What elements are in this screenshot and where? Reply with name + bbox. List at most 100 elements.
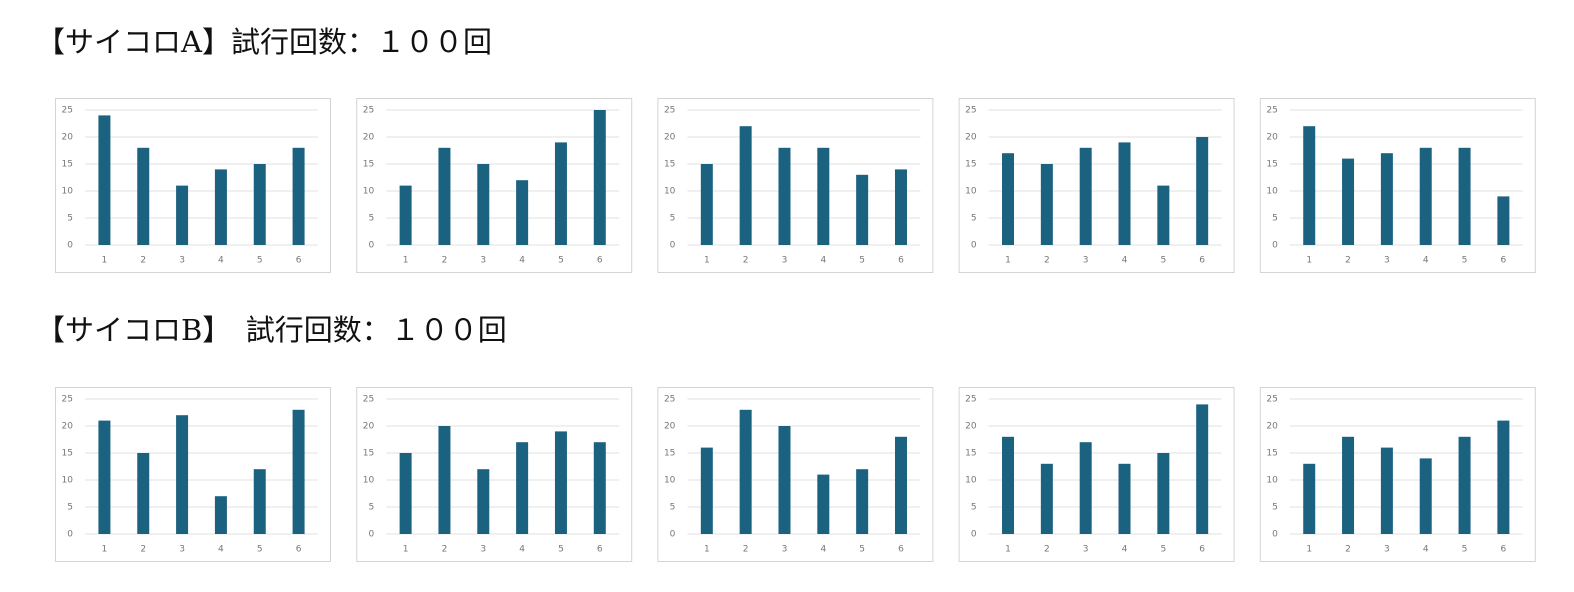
x-tick-label: 4	[1423, 545, 1429, 555]
y-tick-label: 25	[363, 395, 374, 405]
x-tick-label: 3	[1384, 545, 1390, 555]
bar	[700, 164, 713, 245]
bar	[1040, 164, 1053, 245]
bar	[1458, 147, 1471, 245]
x-tick-label: 5	[1462, 545, 1468, 555]
bar	[477, 469, 490, 534]
y-tick-label: 0	[670, 241, 676, 251]
chart-frame	[55, 387, 331, 562]
bar	[399, 185, 412, 245]
bar	[1380, 153, 1393, 245]
x-tick-label: 3	[1083, 545, 1089, 555]
y-tick-label: 10	[1266, 187, 1278, 197]
x-tick-label: 6	[597, 545, 603, 555]
y-tick-label: 0	[971, 241, 977, 251]
bar	[856, 469, 869, 534]
bar	[1303, 126, 1316, 245]
chart-frame	[657, 98, 934, 273]
chart: 0 5 10 15 20 25 1 2 3 4 5 6	[958, 98, 1235, 273]
y-tick-label: 20	[965, 422, 977, 432]
y-tick-label: 15	[62, 449, 73, 459]
x-tick-label: 2	[743, 256, 749, 266]
bar	[700, 447, 713, 534]
bar	[817, 147, 830, 245]
x-tick-label: 1	[704, 256, 710, 266]
bar	[856, 174, 869, 245]
chart: 0 5 10 15 20 25 1 2 3 4 5 6	[657, 387, 934, 562]
bar	[137, 147, 150, 245]
y-tick-label: 5	[971, 503, 977, 513]
chart-frame	[958, 98, 1235, 273]
y-tick-label: 5	[971, 214, 977, 224]
x-tick-label: 3	[179, 256, 185, 266]
y-tick-label: 20	[1266, 133, 1278, 143]
y-tick-label: 25	[363, 106, 374, 116]
bar	[1342, 158, 1355, 245]
x-tick-label: 6	[296, 545, 302, 555]
y-tick-label: 15	[965, 160, 976, 170]
y-tick-label: 0	[67, 241, 73, 251]
bar	[1157, 453, 1170, 534]
x-tick-label: 3	[782, 545, 788, 555]
x-tick-label: 1	[1306, 545, 1312, 555]
x-tick-label: 4	[1423, 256, 1429, 266]
bar	[1040, 463, 1053, 534]
bar	[438, 426, 451, 534]
bar	[516, 442, 529, 534]
bar	[778, 147, 791, 245]
chart-frame	[1259, 98, 1536, 273]
y-tick-label: 20	[965, 133, 977, 143]
bar	[1079, 147, 1092, 245]
bar	[214, 169, 227, 245]
bar	[176, 185, 189, 245]
y-tick-label: 15	[664, 449, 675, 459]
y-tick-label: 5	[67, 214, 73, 224]
bar	[253, 469, 266, 534]
bar	[1419, 458, 1432, 534]
bar	[593, 442, 606, 534]
y-tick-label: 25	[965, 395, 976, 405]
x-tick-label: 4	[820, 256, 826, 266]
x-tick-label: 2	[1044, 545, 1050, 555]
y-tick-label: 0	[368, 530, 374, 540]
x-tick-label: 6	[296, 256, 302, 266]
x-tick-label: 4	[218, 256, 224, 266]
chart-frame	[1259, 387, 1536, 562]
y-tick-label: 15	[965, 449, 976, 459]
bar	[593, 110, 606, 245]
bar	[98, 115, 111, 246]
x-tick-label: 2	[140, 545, 146, 555]
x-tick-label: 2	[743, 545, 749, 555]
x-tick-label: 3	[179, 545, 185, 555]
x-tick-label: 2	[1345, 256, 1351, 266]
x-tick-label: 1	[704, 545, 710, 555]
x-tick-label: 6	[1501, 256, 1507, 266]
bar	[1419, 147, 1432, 245]
bar	[292, 409, 305, 534]
bar	[817, 474, 830, 534]
x-tick-label: 1	[102, 545, 108, 555]
x-tick-label: 1	[1005, 545, 1011, 555]
bar	[292, 147, 305, 245]
chart: 0 5 10 15 20 25 1 2 3 4 5 6	[657, 98, 934, 273]
x-tick-label: 4	[519, 545, 525, 555]
chart: 0 5 10 15 20 25 1 2 3 4 5 6	[958, 387, 1235, 562]
chart-frame	[958, 387, 1235, 562]
bar	[1196, 137, 1209, 245]
bar	[214, 496, 227, 534]
y-tick-label: 0	[67, 530, 73, 540]
y-tick-label: 25	[664, 106, 675, 116]
x-tick-label: 3	[1083, 256, 1089, 266]
x-tick-label: 5	[1462, 256, 1468, 266]
y-tick-label: 20	[664, 133, 676, 143]
bar	[253, 164, 266, 245]
x-tick-label: 2	[140, 256, 146, 266]
x-tick-label: 5	[257, 545, 263, 555]
x-tick-label: 3	[480, 256, 486, 266]
chart: 0 5 10 15 20 25 1 2 3 4 5 6	[55, 98, 331, 273]
heading: 【サイコロA】試行回数：１００回	[36, 25, 492, 59]
bar	[554, 431, 567, 534]
x-tick-label: 3	[1384, 256, 1390, 266]
x-tick-label: 6	[1501, 545, 1507, 555]
